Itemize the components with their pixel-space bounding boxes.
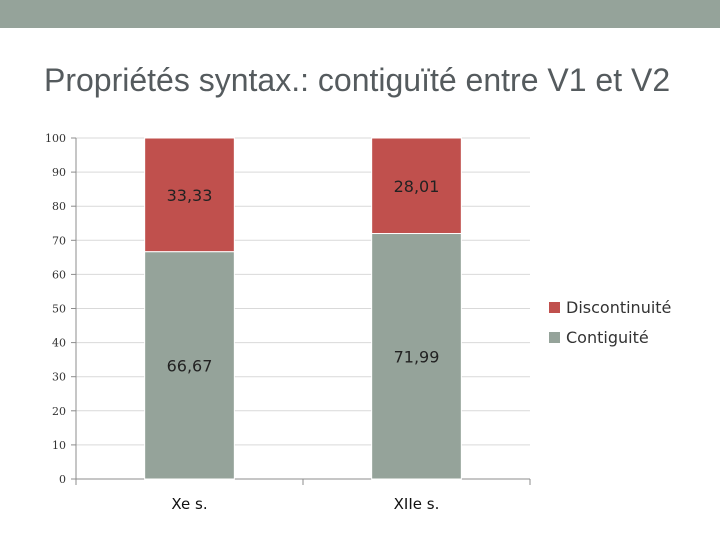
y-tick-label-30: 30 [52,371,66,384]
data-label-discontinuité-1: 28,01 [394,177,440,196]
slide-title: Propriétés syntax.: contiguïté entre V1 … [44,62,671,98]
grid-lines [76,137,530,446]
bar-discontinuité-0 [144,137,235,253]
y-tick-label-40: 40 [52,337,66,350]
bar-discontinuité-1 [371,137,462,235]
bar-contiguité-1 [371,233,462,480]
legend-swatch-contiguité [549,332,560,343]
y-tick-label-80: 80 [52,200,66,213]
legend: Discontinuité Contiguité [549,298,671,347]
y-tick-label-0: 0 [59,473,66,486]
y-tick-label-10: 10 [52,439,66,452]
y-tick-label-50: 50 [52,303,66,316]
y-tick-label-20: 20 [52,405,66,418]
legend-swatch-discontinuité [549,302,560,313]
top-bar [0,0,720,28]
legend-label-contiguité: Contiguité [566,328,649,347]
y-tick-label-70: 70 [52,234,66,247]
y-tick-label-100: 100 [45,132,66,145]
bars [144,137,462,480]
x-category-label-0: Xe s. [171,495,207,513]
data-label-contiguité-1: 71,99 [394,347,440,366]
data-labels: 66,67 33,33 71,99 28,01 [167,177,440,376]
y-tick-label-60: 60 [52,268,66,281]
data-label-discontinuité-0: 33,33 [167,186,213,205]
data-label-contiguité-0: 66,67 [167,356,213,375]
x-category-label-1: XIIe s. [394,495,440,513]
y-tick-label-90: 90 [52,166,66,179]
legend-label-discontinuité: Discontinuité [566,298,671,317]
